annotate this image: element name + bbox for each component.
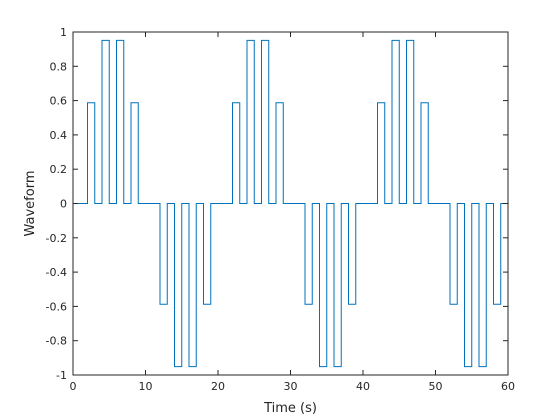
x-tick-label: 40 (356, 380, 370, 393)
y-tick-label: 0.4 (50, 129, 68, 142)
y-tick-label: 0.2 (50, 163, 68, 176)
x-tick-label: 60 (501, 380, 515, 393)
y-tick-label: -1 (56, 369, 67, 382)
y-tick-label: 0.8 (50, 60, 68, 73)
y-tick-label: 1 (60, 26, 67, 39)
x-tick-label: 30 (284, 380, 298, 393)
x-axis: 0 10 20 30 40 50 60 (70, 32, 515, 393)
y-tick-label: -0.8 (46, 335, 67, 348)
y-tick-label: -0.6 (46, 300, 67, 313)
y-tick-label: -0.4 (46, 266, 67, 279)
y-axis: -1 -0.8 -0.6 -0.4 -0.2 0 0.2 0.4 0.6 0.8 1 (46, 26, 508, 382)
x-tick-label: 50 (429, 380, 443, 393)
y-tick-label: -0.2 (46, 232, 67, 245)
x-tick-label: 0 (70, 380, 77, 393)
series-layer (73, 39, 508, 368)
series-line-1 (73, 39, 508, 368)
x-tick-label: 10 (139, 380, 153, 393)
x-tick-label: 20 (211, 380, 225, 393)
y-tick-label: 0 (60, 198, 67, 211)
y-axis-label: Waveform (23, 171, 38, 237)
y-tick-label: 0.6 (50, 95, 68, 108)
x-axis-label: Time (s) (263, 401, 317, 416)
